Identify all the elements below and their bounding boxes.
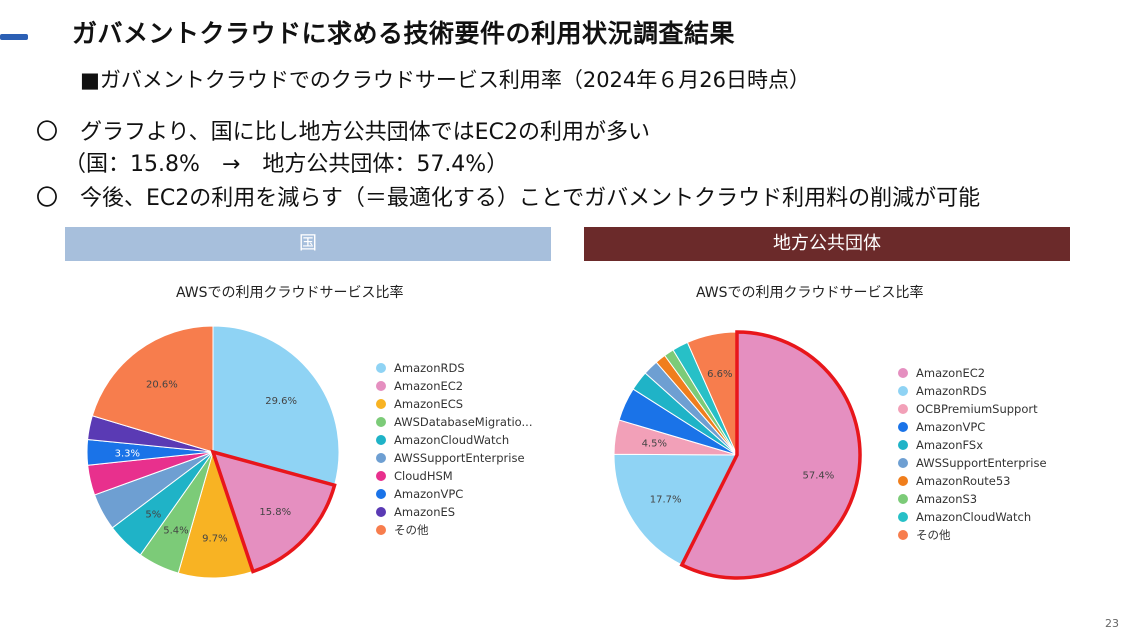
legend-swatch [376, 471, 386, 481]
legend-item-amazoncloudwatch: AmazonCloudWatch [376, 431, 532, 449]
legend-swatch [898, 386, 908, 396]
legend-item-amazonec2: AmazonEC2 [376, 377, 532, 395]
slice-label-amazonrds: 29.6% [265, 396, 297, 407]
legend-item-ocbpremiumsupport: OCBPremiumSupport [898, 400, 1047, 418]
legend-label: その他 [916, 528, 951, 542]
legend-label: AmazonECS [394, 397, 464, 411]
legend-label: AWSSupportEnterprise [916, 456, 1047, 470]
legend-label: AmazonEC2 [916, 366, 986, 380]
chart-title-national: AWSでの利用クラウドサービス比率 [176, 285, 404, 301]
legend-label: AWSDatabaseMigratio... [394, 415, 533, 429]
chart-title-local: AWSでの利用クラウドサービス比率 [696, 285, 924, 301]
legend-item-amazonrds: AmazonRDS [376, 359, 532, 377]
legend-swatch [898, 368, 908, 378]
legend-swatch [898, 512, 908, 522]
legend-label: AmazonCloudWatch [916, 510, 1032, 524]
bullet-marker: 〇 [35, 120, 58, 145]
legend-item-amazonvpc: AmazonVPC [898, 418, 1047, 436]
pie-slice-amazonrds [613, 453, 738, 566]
legend-item-awssupportenterprise: AWSSupportEnterprise [376, 449, 532, 467]
bullet-text: （国：15.8% → 地方公共団体：57.4%） [64, 152, 509, 177]
legend-swatch [376, 435, 386, 445]
page-subtitle: ■ガバメントクラウドでのクラウドサービス利用率（2024年６月26日時点） [80, 68, 811, 92]
pie-slice-other [91, 325, 214, 453]
slice-label-amazonvpc: 3.3% [115, 448, 140, 459]
legend-swatch [376, 363, 386, 373]
slice-label-amazonrds: 17.7% [650, 495, 682, 506]
legend-item-amazonrds: AmazonRDS [898, 382, 1047, 400]
panel-header-national: 国 [65, 227, 551, 261]
slice-label-other: 20.6% [146, 379, 178, 390]
slice-label-amazonecs: 9.7% [202, 534, 227, 545]
legend-label: AmazonVPC [916, 420, 986, 434]
legend-label: AmazonVPC [394, 487, 464, 501]
legend-swatch [898, 494, 908, 504]
legend-label: AmazonES [394, 505, 456, 519]
legend-item-amazones: AmazonES [376, 503, 532, 521]
legend-swatch [898, 422, 908, 432]
legend-item-amazons3: AmazonS3 [898, 490, 1047, 508]
slice-label-awsdatabasemigratio: 5.4% [163, 525, 188, 536]
legend-label: AmazonRDS [916, 384, 987, 398]
legend-item-other: その他 [898, 526, 1047, 544]
legend-national: AmazonRDS AmazonEC2 AmazonECS AWSDatabaseMi… [376, 359, 532, 539]
legend-swatch [898, 440, 908, 450]
bullet-1-detail: （国：15.8% → 地方公共団体：57.4%） [64, 146, 508, 178]
pie-slice-amazonrds [212, 325, 340, 486]
legend-label: AWSSupportEnterprise [394, 451, 525, 465]
legend-swatch [376, 417, 386, 427]
slice-label-amazonec2: 57.4% [802, 470, 834, 481]
bullet-2: 〇今後、EC2の利用を減らす（＝最適化する）ことでガバメントクラウド利用料の削減… [34, 180, 980, 212]
legend-local: AmazonEC2 AmazonRDS OCBPremiumSupport Amazo… [898, 364, 1047, 544]
legend-label: AmazonFSx [916, 438, 983, 452]
legend-label: AmazonCloudWatch [394, 433, 510, 447]
bullet-text: グラフより、国に比し地方公共団体ではEC2の利用が多い [80, 120, 650, 145]
page-title: ガバメントクラウドに求める技術要件の利用状況調査結果 [72, 19, 736, 48]
legend-label: その他 [394, 523, 429, 537]
legend-label: AmazonEC2 [394, 379, 464, 393]
highlight-outline [679, 330, 862, 580]
legend-label: CloudHSM [394, 469, 453, 483]
accent-bar [0, 34, 28, 40]
slice-label-amazonec2: 15.8% [259, 507, 291, 518]
pie-chart-local: 57.4% 17.7% 4.5% 6.6% [613, 330, 862, 580]
legend-swatch [376, 453, 386, 463]
legend-item-awssupportenterprise: AWSSupportEnterprise [898, 454, 1047, 472]
bullet-1: 〇グラフより、国に比し地方公共団体ではEC2の利用が多い [34, 114, 650, 146]
legend-item-amazonec2: AmazonEC2 [898, 364, 1047, 382]
legend-item-amazonfsx: AmazonFSx [898, 436, 1047, 454]
legend-item-amazoncloudwatch: AmazonCloudWatch [898, 508, 1047, 526]
legend-item-cloudhsm: CloudHSM [376, 467, 532, 485]
legend-swatch [898, 530, 908, 540]
legend-item-amazonecs: AmazonECS [376, 395, 532, 413]
bullet-text: 今後、EC2の利用を減らす（＝最適化する）ことでガバメントクラウド利用料の削減が… [80, 186, 981, 211]
legend-swatch [898, 476, 908, 486]
legend-swatch [898, 458, 908, 468]
legend-swatch [376, 399, 386, 409]
legend-swatch [376, 525, 386, 535]
legend-item-amazonvpc: AmazonVPC [376, 485, 532, 503]
slice-label-ocbpremiumsupport: 4.5% [642, 439, 667, 450]
legend-item-awsdatabasemigratio: AWSDatabaseMigratio... [376, 413, 532, 431]
legend-swatch [376, 489, 386, 499]
pie-chart-national: 29.6% 15.8% 9.7% 5.4%5% 3.3% 20.6% [86, 325, 340, 579]
legend-swatch [898, 404, 908, 414]
slice-label-other: 6.6% [707, 369, 732, 380]
slice-label-amazoncloudwatch: 5% [145, 510, 161, 521]
highlight-outline [210, 449, 337, 574]
legend-swatch [376, 507, 386, 517]
bullet-marker: 〇 [35, 186, 58, 211]
legend-label: AmazonRDS [394, 361, 465, 375]
legend-item-amazonroute53: AmazonRoute53 [898, 472, 1047, 490]
legend-item-other: その他 [376, 521, 532, 539]
page-number: 23 [1105, 617, 1119, 630]
legend-label: OCBPremiumSupport [916, 402, 1038, 416]
legend-label: AmazonS3 [916, 492, 978, 506]
legend-swatch [376, 381, 386, 391]
panel-header-local: 地方公共団体 [584, 227, 1070, 261]
legend-label: AmazonRoute53 [916, 474, 1011, 488]
